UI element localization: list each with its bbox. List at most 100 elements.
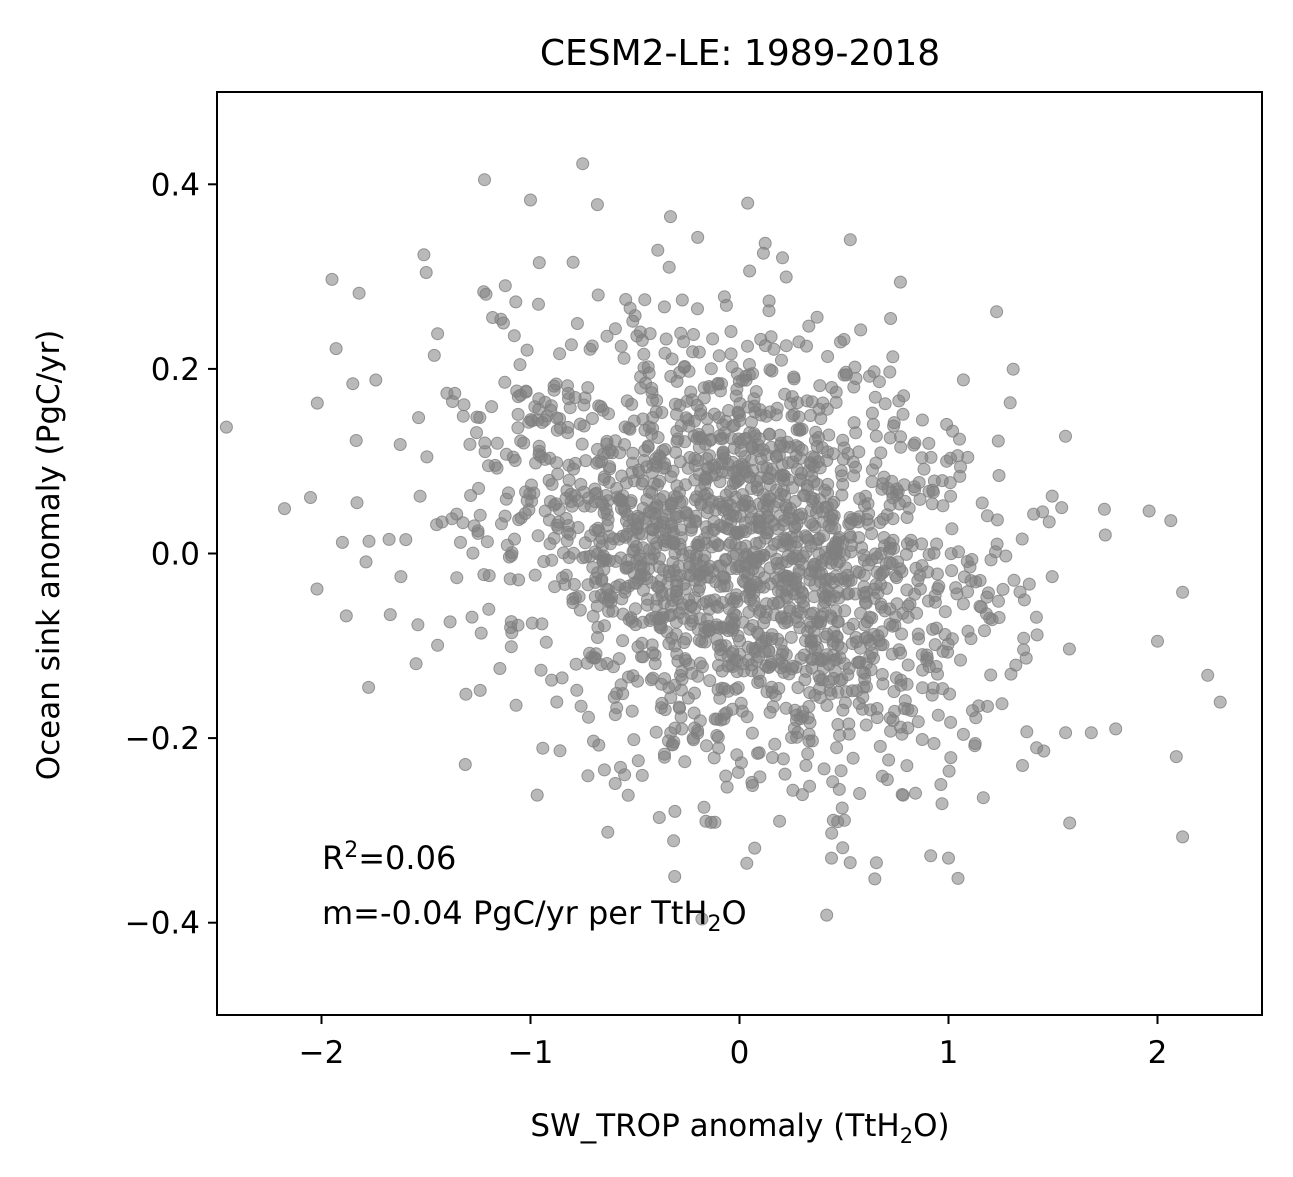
scatter-point bbox=[704, 362, 718, 376]
scatter-point bbox=[683, 451, 697, 464]
scatter-point bbox=[874, 446, 888, 460]
scatter-point bbox=[762, 294, 776, 308]
scatter-point bbox=[612, 652, 626, 666]
scatter-point bbox=[662, 260, 676, 274]
scatter-point bbox=[691, 724, 705, 737]
scatter-point bbox=[905, 704, 919, 718]
scatter-point bbox=[806, 606, 820, 620]
scatter-point bbox=[832, 782, 846, 796]
scatter-point bbox=[915, 733, 929, 746]
scatter-point bbox=[945, 522, 959, 536]
scatter-point bbox=[443, 615, 457, 629]
scatter-point bbox=[576, 551, 590, 565]
scatter-point bbox=[946, 424, 960, 438]
scatter-point bbox=[790, 517, 804, 531]
scatter-point bbox=[831, 718, 845, 731]
scatter-point bbox=[866, 417, 880, 431]
scatter-point bbox=[780, 435, 794, 449]
scatter-point bbox=[459, 687, 473, 701]
y-tick-label: 0.4 bbox=[151, 167, 200, 203]
scatter-point bbox=[1019, 651, 1033, 665]
scatter-point bbox=[550, 695, 564, 709]
scatter-point bbox=[813, 691, 827, 704]
scatter-point bbox=[1017, 631, 1031, 645]
scatter-point bbox=[786, 552, 800, 566]
scatter-point bbox=[325, 272, 339, 286]
scatter-point bbox=[1062, 642, 1076, 656]
scatter-point bbox=[944, 715, 958, 729]
scatter-point bbox=[625, 397, 639, 411]
scatter-point bbox=[494, 312, 508, 326]
scatter-point bbox=[677, 335, 690, 349]
scatter-point bbox=[535, 617, 549, 631]
scatter-point bbox=[668, 870, 682, 883]
scatter-point bbox=[657, 747, 671, 761]
scatter-point bbox=[990, 513, 1004, 527]
scatter-point bbox=[816, 661, 830, 675]
scatter-point bbox=[692, 345, 706, 359]
scatter-point bbox=[575, 437, 589, 451]
scatter-point bbox=[658, 672, 672, 686]
scatter-point bbox=[950, 587, 964, 601]
x-tick-label: 1 bbox=[939, 1035, 959, 1071]
scatter-point bbox=[763, 705, 777, 719]
scatter-point bbox=[874, 578, 888, 592]
scatter-point bbox=[512, 573, 526, 587]
scatter-point bbox=[602, 588, 616, 602]
scatter-point bbox=[951, 871, 965, 885]
scatter-point bbox=[772, 562, 786, 576]
scatter-point bbox=[826, 634, 840, 648]
scatter-point bbox=[1004, 667, 1018, 681]
scatter-point bbox=[811, 533, 825, 546]
scatter-point bbox=[728, 476, 742, 490]
scatter-point bbox=[598, 619, 611, 633]
scatter-point bbox=[878, 397, 892, 411]
scatter-point bbox=[668, 397, 682, 411]
scatter-point bbox=[649, 599, 663, 613]
scatter-point bbox=[726, 645, 740, 659]
scatter-point bbox=[894, 678, 908, 692]
scatter-point bbox=[691, 302, 704, 316]
scatter-point bbox=[564, 338, 578, 352]
scatter-point bbox=[954, 653, 967, 667]
scatter-point bbox=[830, 741, 844, 755]
scatter-point bbox=[675, 293, 689, 307]
scatter-point bbox=[588, 545, 602, 559]
scatter-point bbox=[746, 464, 760, 477]
scatter-point bbox=[478, 445, 492, 459]
scatter-point bbox=[555, 671, 569, 685]
scatter-point bbox=[1029, 610, 1043, 624]
scatter-point bbox=[945, 564, 959, 578]
scatter-point bbox=[745, 726, 759, 740]
scatter-point bbox=[601, 513, 615, 527]
scatter-point bbox=[973, 599, 987, 613]
scatter-point bbox=[698, 635, 712, 649]
scatter-point bbox=[992, 594, 1005, 608]
scatter-point bbox=[839, 368, 853, 382]
scatter-point bbox=[843, 233, 857, 247]
scatter-point bbox=[869, 856, 883, 870]
scatter-point bbox=[362, 680, 376, 694]
scatter-point bbox=[734, 559, 747, 573]
scatter-point bbox=[812, 431, 825, 444]
scatter-point bbox=[456, 516, 470, 530]
scatter-point bbox=[542, 513, 556, 527]
scatter-point bbox=[719, 769, 733, 783]
scatter-point bbox=[702, 624, 716, 638]
scatter-point bbox=[927, 737, 941, 750]
scatter-point bbox=[523, 487, 537, 501]
scatter-point bbox=[431, 638, 445, 652]
scatter-point bbox=[704, 381, 718, 395]
scatter-point bbox=[900, 583, 914, 597]
scatter-point bbox=[278, 502, 291, 516]
scatter-point bbox=[633, 571, 647, 585]
scatter-point bbox=[804, 634, 818, 648]
scatter-point bbox=[688, 686, 701, 700]
scatter-point bbox=[990, 537, 1004, 551]
scatter-point bbox=[793, 423, 807, 437]
scatter-point bbox=[843, 856, 857, 870]
scatter-point bbox=[712, 349, 726, 363]
scatter-point bbox=[803, 779, 817, 793]
scatter-point bbox=[931, 708, 945, 722]
